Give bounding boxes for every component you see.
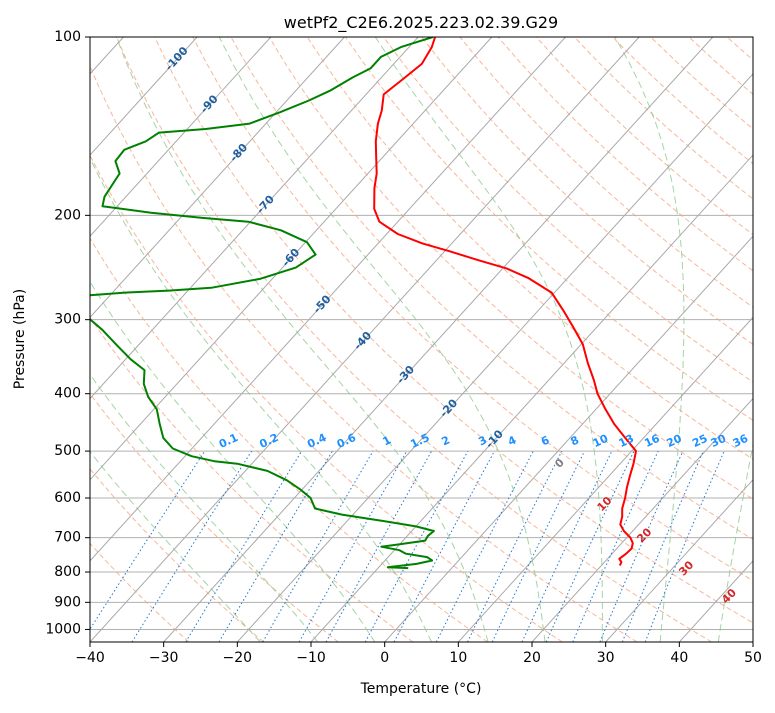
plot-background [90,37,753,642]
y-tick-label: 400 [54,386,81,402]
y-tick-label: 1000 [45,621,81,637]
y-tick-label: 500 [54,443,81,459]
x-tick-label: 20 [523,650,541,666]
y-axis-title: Pressure (hPa) [12,289,28,389]
x-tick-label: 50 [744,650,762,666]
dry-adiabat [765,37,775,642]
chart-title: wetPf2_C2E6.2025.223.02.39.G29 [284,13,558,33]
y-tick-label: 800 [54,564,81,580]
y-tick-label: 300 [54,312,81,328]
x-tick-label: −10 [296,650,326,666]
x-tick-label: −40 [75,650,105,666]
y-tick-label: 100 [54,29,81,45]
y-tick-label: 600 [54,490,81,506]
x-tick-label: −20 [223,650,253,666]
x-tick-label: 0 [380,650,389,666]
x-tick-label: 10 [449,650,467,666]
x-tick-label: −30 [149,650,179,666]
x-axis-title: Temperature (°C) [360,681,482,697]
x-tick-label: 40 [670,650,688,666]
isotherm [753,37,775,642]
x-tick-label: 30 [597,650,615,666]
y-tick-label: 900 [54,594,81,610]
y-tick-label: 700 [54,530,81,546]
y-tick-label: 200 [54,207,81,223]
